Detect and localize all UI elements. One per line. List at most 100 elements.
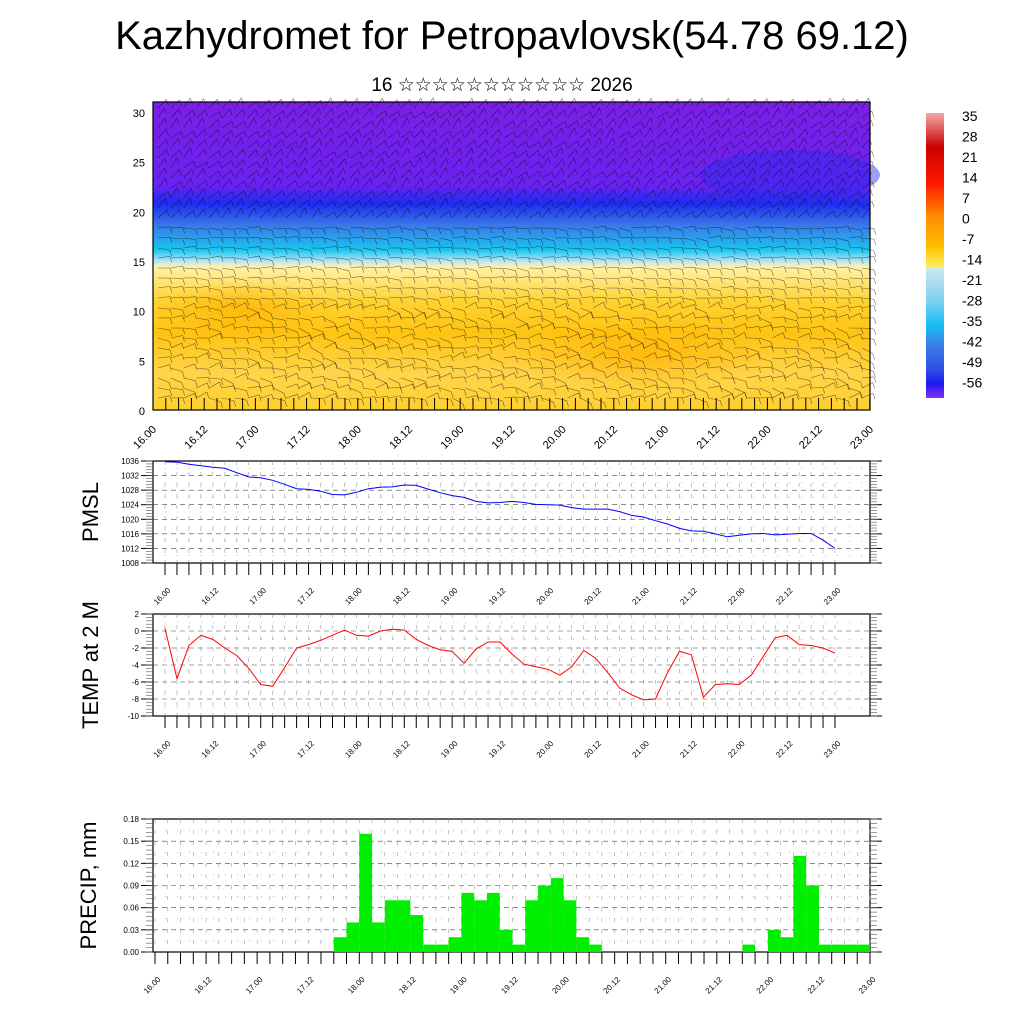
wind-barb-flag: [835, 279, 838, 286]
wind-barb-flag: [587, 198, 590, 205]
wind-barb-flag: [743, 131, 747, 138]
wind-barb: [413, 257, 426, 262]
wind-barb-flag: [744, 392, 747, 399]
wind-barb-flag: [476, 391, 479, 399]
wind-barb-flag: [502, 276, 505, 283]
wind-barb: [349, 397, 362, 400]
wind-barb-flag: [667, 392, 671, 399]
wind-barb: [772, 159, 781, 169]
wind-barb-flag: [259, 277, 262, 284]
wind-barb-flag: [758, 326, 761, 333]
wind-barb-flag: [361, 236, 365, 243]
wind-barb: [401, 130, 412, 139]
wind-barb: [209, 287, 221, 291]
wind-barb-flag: [703, 159, 707, 166]
wind-barb: [208, 138, 218, 149]
wind-barb: [746, 158, 755, 169]
wind-barb: [337, 367, 349, 373]
wind-barb: [580, 198, 588, 209]
y-tick-label: 1012: [121, 544, 139, 553]
wind-barb: [848, 127, 856, 139]
y-tick-label: 5: [139, 356, 145, 368]
wind-barb-flag: [844, 209, 848, 216]
wind-barb: [298, 119, 308, 129]
wind-barb: [311, 347, 323, 355]
wind-barb: [324, 304, 336, 309]
wind-barb-flag: [484, 207, 487, 215]
wind-barb-flag: [628, 210, 631, 218]
wind-barb: [247, 149, 257, 159]
y-axis-title: PRECIP, mm: [76, 822, 101, 950]
wind-barb-flag: [639, 169, 642, 176]
wind-barb-flag: [655, 381, 659, 388]
wind-barb-flag: [835, 370, 838, 377]
wind-barb-flag: [489, 277, 493, 284]
wind-barb-flag: [438, 270, 441, 277]
x-tick-label: 19.12: [490, 424, 518, 452]
wind-barb: [388, 177, 395, 189]
wind-barb-flag: [258, 382, 262, 389]
wind-barb-flag: [730, 200, 733, 207]
wind-barb: [541, 130, 552, 139]
wind-barb-flag: [309, 392, 312, 399]
wind-barb-flag: [732, 230, 736, 237]
wind-barb: [413, 119, 424, 129]
wind-barb-flag: [246, 399, 249, 407]
wind-barb: [695, 247, 708, 252]
wind-barb-flag: [387, 260, 390, 267]
wind-barb: [772, 227, 785, 229]
wind-barb: [759, 337, 772, 343]
wind-barb-flag: [208, 258, 211, 265]
wind-barb: [298, 190, 309, 199]
wind-barb: [196, 98, 204, 109]
wind-barb: [170, 277, 183, 280]
wind-barb: [541, 317, 553, 324]
wind-barb-flag: [515, 226, 518, 233]
wind-barb-flag: [384, 140, 388, 147]
wind-barb-flag: [707, 316, 710, 323]
wind-barb: [209, 357, 222, 361]
wind-barb-flag: [432, 197, 436, 204]
wind-barb-flag: [361, 338, 365, 346]
wind-barb: [375, 326, 388, 329]
wind-barb-flag: [714, 138, 718, 145]
x-tick-label: 18.12: [391, 586, 412, 607]
wind-barb-flag: [280, 148, 284, 156]
wind-barb-flag: [526, 302, 530, 309]
wind-barb: [209, 111, 220, 119]
wind-barb-flag: [540, 344, 544, 351]
wind-barb: [541, 367, 554, 370]
wind-barb: [388, 99, 398, 109]
wind-barb-flag: [562, 158, 565, 165]
wind-barb: [669, 312, 681, 319]
wind-barb: [541, 265, 554, 269]
wind-barb: [516, 256, 529, 259]
wind-barb-flag: [590, 342, 594, 349]
wind-barb: [631, 98, 640, 109]
wind-barb: [311, 117, 319, 129]
wind-barb-flag: [407, 137, 410, 144]
wind-barb-flag: [420, 98, 424, 105]
wind-barb: [311, 397, 324, 399]
wind-barb: [324, 266, 337, 269]
wind-barb-flag: [667, 343, 670, 350]
wind-barb-flag: [384, 110, 388, 117]
wind-barb-flag: [860, 333, 863, 341]
wind-barb: [541, 138, 551, 149]
wind-barb-flag: [208, 377, 211, 384]
wind-barb-flag: [323, 278, 326, 286]
wind-barb: [618, 247, 631, 251]
x-tick-label: 19.00: [438, 424, 466, 452]
wind-barb-flag: [706, 250, 710, 258]
wind-barb: [669, 109, 679, 119]
wind-barb: [836, 277, 849, 281]
wind-barb-flag: [537, 99, 541, 106]
wind-barb-flag: [361, 320, 365, 327]
wind-barb: [452, 387, 465, 390]
wind-barb: [247, 208, 255, 219]
wind-barb: [490, 312, 502, 319]
wind-barb: [375, 140, 386, 149]
wind-barb: [784, 98, 794, 109]
wind-barb: [695, 357, 708, 361]
wind-barb-flag: [410, 160, 413, 167]
